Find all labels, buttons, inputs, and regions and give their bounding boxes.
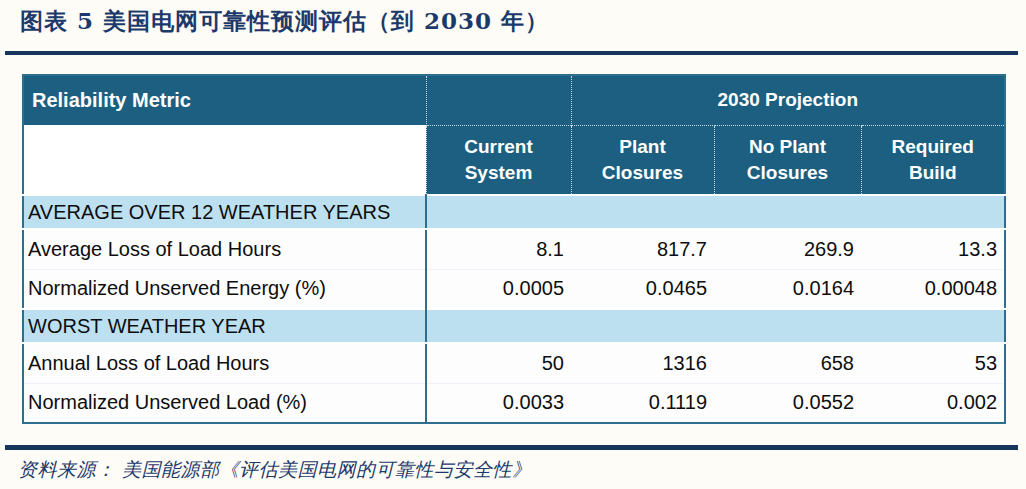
table-row: Normalized Unserved Load (%) 0.0033 0.11… xyxy=(23,383,1005,423)
cell-value: 0.0552 xyxy=(714,383,861,423)
section-fill xyxy=(426,309,1005,343)
cell-value: 0.0005 xyxy=(426,269,571,309)
cell-value: 0.0164 xyxy=(714,269,861,309)
projection-group-header: 2030 Projection xyxy=(571,75,1005,125)
table-row: Average Loss of Load Hours 8.1 817.7 269… xyxy=(23,229,1005,269)
page-title: 图表 5 美国电网可靠性预测评估（到 2030 年） xyxy=(20,6,549,37)
cell-value: 0.0465 xyxy=(571,269,714,309)
title-underline xyxy=(5,51,1018,55)
row-label: Annual Loss of Load Hours xyxy=(23,343,426,383)
section-title: WORST WEATHER YEAR xyxy=(23,309,426,343)
column-header-current-system: Current System xyxy=(426,125,571,195)
reliability-table: Reliability Metric 2030 Projection Curre… xyxy=(22,74,1006,424)
cell-value: 0.1119 xyxy=(571,383,714,423)
cell-value: 1316 xyxy=(571,343,714,383)
row-label: Normalized Unserved Load (%) xyxy=(23,383,426,423)
cell-value: 8.1 xyxy=(426,229,571,269)
source-note: 资料来源： 美国能源部《评估美国电网的可靠性与安全性》 xyxy=(18,457,532,483)
header-row-columns: Current System Plant Closures No Plant C… xyxy=(23,125,1005,195)
row-label: Average Loss of Load Hours xyxy=(23,229,426,269)
header-row-group: Reliability Metric 2030 Projection xyxy=(23,75,1005,125)
cell-value: 50 xyxy=(426,343,571,383)
column-header-required-build: Required Build xyxy=(861,125,1005,195)
cell-value: 658 xyxy=(714,343,861,383)
cell-value: 13.3 xyxy=(861,229,1005,269)
section-fill xyxy=(426,195,1005,229)
header-spacer-cell xyxy=(426,75,571,125)
cell-value: 0.0033 xyxy=(426,383,571,423)
table-row: Annual Loss of Load Hours 50 1316 658 53 xyxy=(23,343,1005,383)
column-header-plant-closures: Plant Closures xyxy=(571,125,714,195)
section-row-average: AVERAGE OVER 12 WEATHER YEARS xyxy=(23,195,1005,229)
cell-value: 0.002 xyxy=(861,383,1005,423)
cell-value: 53 xyxy=(861,343,1005,383)
cell-value: 817.7 xyxy=(571,229,714,269)
table-row: Normalized Unserved Energy (%) 0.0005 0.… xyxy=(23,269,1005,309)
cell-value: 0.00048 xyxy=(861,269,1005,309)
column-header-no-plant-closures: No Plant Closures xyxy=(714,125,861,195)
cell-value: 269.9 xyxy=(714,229,861,269)
section-row-worst: WORST WEATHER YEAR xyxy=(23,309,1005,343)
row-label: Normalized Unserved Energy (%) xyxy=(23,269,426,309)
section-title: AVERAGE OVER 12 WEATHER YEARS xyxy=(23,195,426,229)
metric-column-header: Reliability Metric xyxy=(23,75,426,125)
footer-divider xyxy=(5,445,1018,450)
blank-header-cell xyxy=(23,125,426,195)
